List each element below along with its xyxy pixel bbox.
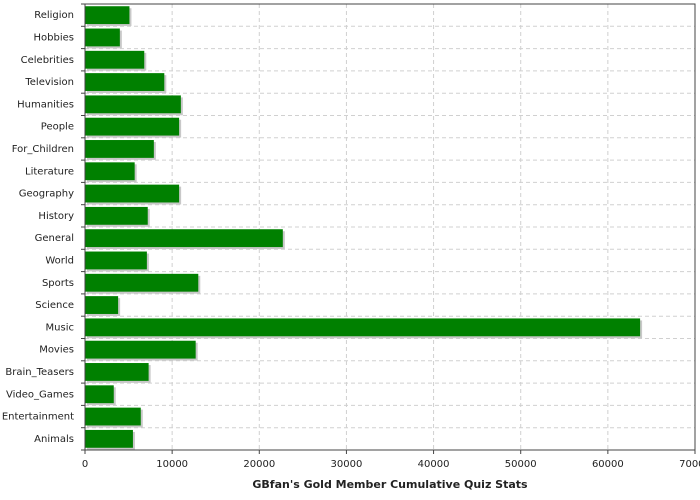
plot-frame xyxy=(84,3,696,451)
bar xyxy=(85,184,180,203)
y-tick-label: People xyxy=(41,122,74,133)
y-tick-label: Humanities xyxy=(17,99,74,110)
y-tick-label: Music xyxy=(46,322,74,333)
bar xyxy=(85,6,130,25)
y-tick-label: History xyxy=(38,211,74,222)
bar xyxy=(85,140,154,158)
x-tick-label: 40000 xyxy=(418,459,450,470)
y-tick-label: Religion xyxy=(34,10,74,21)
bar xyxy=(85,340,196,359)
y-tick-label: Entertainment xyxy=(2,412,74,423)
bar xyxy=(85,363,149,381)
bar xyxy=(85,407,141,426)
x-tick-label: 60000 xyxy=(592,459,624,470)
bar xyxy=(85,296,119,314)
y-tick-label: World xyxy=(45,255,74,266)
x-tick-label: 0 xyxy=(82,459,88,470)
bar xyxy=(85,251,147,270)
bar xyxy=(85,162,135,181)
x-tick-label: 50000 xyxy=(505,459,537,470)
bar xyxy=(85,28,120,47)
y-tick-label: General xyxy=(35,233,74,244)
x-axis-title: GBfan's Gold Member Cumulative Quiz Stat… xyxy=(252,478,528,491)
y-tick-label: Hobbies xyxy=(34,32,74,43)
bar xyxy=(85,318,641,337)
bar xyxy=(85,95,181,114)
x-tick-label: 30000 xyxy=(331,459,363,470)
y-tick-label: Geography xyxy=(19,189,74,200)
y-tick-label: Movies xyxy=(39,345,74,356)
bar xyxy=(85,206,148,225)
y-tick-label: Television xyxy=(24,77,74,88)
x-tick-label: 10000 xyxy=(156,459,188,470)
bar xyxy=(85,273,199,292)
x-tick-label: 70000 xyxy=(679,459,700,470)
y-tick-label: Celebrities xyxy=(21,55,74,66)
bar xyxy=(85,117,180,136)
y-tick-label: For_Children xyxy=(12,144,74,155)
bar xyxy=(85,73,165,91)
bar xyxy=(85,429,133,448)
y-tick-label: Science xyxy=(35,300,74,311)
bar xyxy=(85,50,145,69)
y-tick-label: Literature xyxy=(25,166,74,177)
y-tick-label: Brain_Teasers xyxy=(5,367,74,378)
y-tick-label: Sports xyxy=(42,278,74,289)
y-tick-label: Video_Games xyxy=(6,389,74,400)
bar xyxy=(85,385,114,404)
bar xyxy=(85,229,283,248)
x-tick-label: 20000 xyxy=(243,459,275,470)
y-tick-label: Animals xyxy=(34,434,74,445)
